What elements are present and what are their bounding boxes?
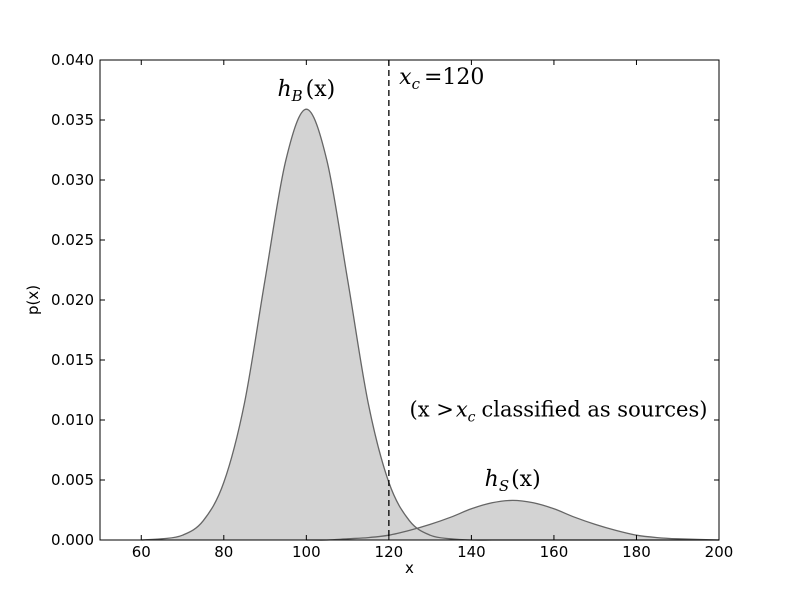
annotation-classification-note: (x >xc classified as sources) (410, 397, 708, 425)
curve-h-s (306, 499, 720, 541)
y-tick-label: 0.005 (51, 471, 94, 489)
y-tick-label: 0.030 (51, 171, 94, 189)
x-tick-label: 60 (132, 543, 151, 561)
y-tick-label: 0.025 (51, 231, 94, 249)
x-tick-label: 200 (705, 543, 734, 561)
annotation-h-b: hB (x) (277, 77, 335, 105)
area-fill-h-b (141, 109, 719, 541)
x-tick-label: 120 (375, 543, 404, 561)
y-tick-label: 0.015 (51, 351, 94, 369)
x-tick-label: 180 (622, 543, 651, 561)
y-tick-label: 0.020 (51, 291, 94, 309)
x-tick-label: 80 (214, 543, 233, 561)
y-tick-label: 0.035 (51, 111, 94, 129)
y-tick-label: 0.000 (51, 531, 94, 549)
x-tick-label: 100 (292, 543, 321, 561)
x-axis: 60 80 100 120 140 160 180 200 (132, 60, 734, 561)
x-tick-label: 160 (540, 543, 569, 561)
y-axis-label: p(x) (24, 285, 42, 315)
area-fill-h-s (306, 500, 719, 541)
x-tick-label: 140 (457, 543, 486, 561)
x-axis-label: x (405, 559, 414, 577)
annotation-cutoff-value: xc =120 (399, 65, 484, 93)
y-tick-label: 0.040 (51, 51, 94, 69)
y-tick-label: 0.010 (51, 411, 94, 429)
plot-frame (99, 59, 720, 541)
y-axis: 0.000 0.005 0.010 0.015 0.020 0.025 0.030 0.035… (51, 51, 719, 549)
area-fills (141, 109, 719, 541)
annotation-h-s: hS(x) (485, 467, 541, 495)
